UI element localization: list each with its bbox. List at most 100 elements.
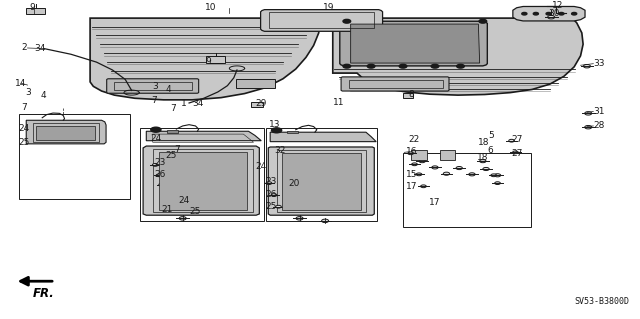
Polygon shape xyxy=(36,126,95,140)
Text: 17: 17 xyxy=(406,182,418,191)
Circle shape xyxy=(585,112,592,115)
Text: 19: 19 xyxy=(323,3,335,11)
Text: 23: 23 xyxy=(266,177,277,186)
Polygon shape xyxy=(159,152,246,210)
Polygon shape xyxy=(268,147,374,215)
Text: 23: 23 xyxy=(154,158,165,167)
Text: 10: 10 xyxy=(205,3,216,12)
Polygon shape xyxy=(107,79,198,93)
Text: 20: 20 xyxy=(288,179,300,188)
Polygon shape xyxy=(340,21,487,66)
Polygon shape xyxy=(440,150,456,160)
Circle shape xyxy=(271,194,277,197)
Circle shape xyxy=(321,219,328,223)
Text: 18: 18 xyxy=(478,138,490,147)
Text: 34: 34 xyxy=(34,44,45,53)
Circle shape xyxy=(298,191,303,194)
Circle shape xyxy=(546,12,551,15)
Circle shape xyxy=(494,174,500,177)
Circle shape xyxy=(296,217,303,220)
Text: 25: 25 xyxy=(19,138,30,147)
Circle shape xyxy=(495,182,500,184)
Circle shape xyxy=(367,64,375,68)
Polygon shape xyxy=(147,131,261,141)
Text: 2: 2 xyxy=(21,43,27,52)
Circle shape xyxy=(456,167,462,170)
Circle shape xyxy=(444,172,450,175)
Text: 31: 31 xyxy=(593,107,605,116)
Circle shape xyxy=(419,160,426,163)
Circle shape xyxy=(483,167,489,171)
Text: 7: 7 xyxy=(151,96,157,105)
Text: 4: 4 xyxy=(166,85,171,94)
Circle shape xyxy=(431,64,439,68)
Circle shape xyxy=(343,64,351,68)
Polygon shape xyxy=(513,6,585,21)
Text: 15: 15 xyxy=(406,170,418,179)
Circle shape xyxy=(169,171,175,174)
Text: 14: 14 xyxy=(15,79,26,88)
Text: 5: 5 xyxy=(488,131,494,140)
Text: 33: 33 xyxy=(593,59,605,68)
Circle shape xyxy=(408,152,413,155)
Text: 30: 30 xyxy=(548,9,560,18)
Circle shape xyxy=(271,128,282,133)
Text: 28: 28 xyxy=(593,122,605,130)
Circle shape xyxy=(266,182,272,184)
Circle shape xyxy=(152,164,158,166)
Text: 24: 24 xyxy=(178,196,189,205)
Circle shape xyxy=(533,12,538,15)
Polygon shape xyxy=(90,18,320,100)
Polygon shape xyxy=(236,79,275,88)
Circle shape xyxy=(480,160,486,163)
Text: 8: 8 xyxy=(408,90,414,99)
Circle shape xyxy=(179,217,186,220)
Circle shape xyxy=(572,12,577,15)
Text: 25: 25 xyxy=(166,151,177,160)
Text: 7: 7 xyxy=(21,103,27,112)
Bar xyxy=(19,114,131,199)
Text: 13: 13 xyxy=(269,121,280,130)
Text: 24: 24 xyxy=(255,162,266,171)
Text: 27: 27 xyxy=(511,135,523,144)
Circle shape xyxy=(163,160,168,163)
Circle shape xyxy=(522,12,527,15)
Polygon shape xyxy=(251,102,262,107)
Circle shape xyxy=(151,127,161,132)
Bar xyxy=(403,153,531,227)
Text: 24: 24 xyxy=(151,134,162,143)
Text: 3: 3 xyxy=(25,88,31,97)
Polygon shape xyxy=(143,146,259,215)
Text: 16: 16 xyxy=(406,147,418,156)
Text: 27: 27 xyxy=(511,149,523,158)
Text: 12: 12 xyxy=(552,1,563,10)
Text: 3: 3 xyxy=(153,82,159,91)
Polygon shape xyxy=(282,153,361,210)
Polygon shape xyxy=(351,24,479,63)
Bar xyxy=(266,128,378,221)
Circle shape xyxy=(420,185,426,188)
Circle shape xyxy=(469,173,475,176)
Text: 4: 4 xyxy=(40,91,46,100)
Circle shape xyxy=(276,205,282,208)
Circle shape xyxy=(432,166,438,169)
Circle shape xyxy=(457,64,465,68)
Text: 11: 11 xyxy=(333,99,344,108)
Polygon shape xyxy=(412,150,427,160)
Text: 18: 18 xyxy=(476,153,488,162)
Text: 32: 32 xyxy=(274,146,285,155)
Text: 26: 26 xyxy=(154,170,165,179)
Text: 9: 9 xyxy=(205,57,211,66)
Text: 9: 9 xyxy=(29,3,35,12)
Circle shape xyxy=(343,19,351,23)
Text: 6: 6 xyxy=(487,146,493,155)
Polygon shape xyxy=(167,130,178,133)
Polygon shape xyxy=(260,10,383,31)
Polygon shape xyxy=(332,18,583,95)
Text: 25: 25 xyxy=(189,207,200,216)
Circle shape xyxy=(548,15,555,19)
Circle shape xyxy=(584,64,591,68)
Circle shape xyxy=(159,183,164,186)
Polygon shape xyxy=(341,77,449,91)
Text: 7: 7 xyxy=(170,104,175,113)
